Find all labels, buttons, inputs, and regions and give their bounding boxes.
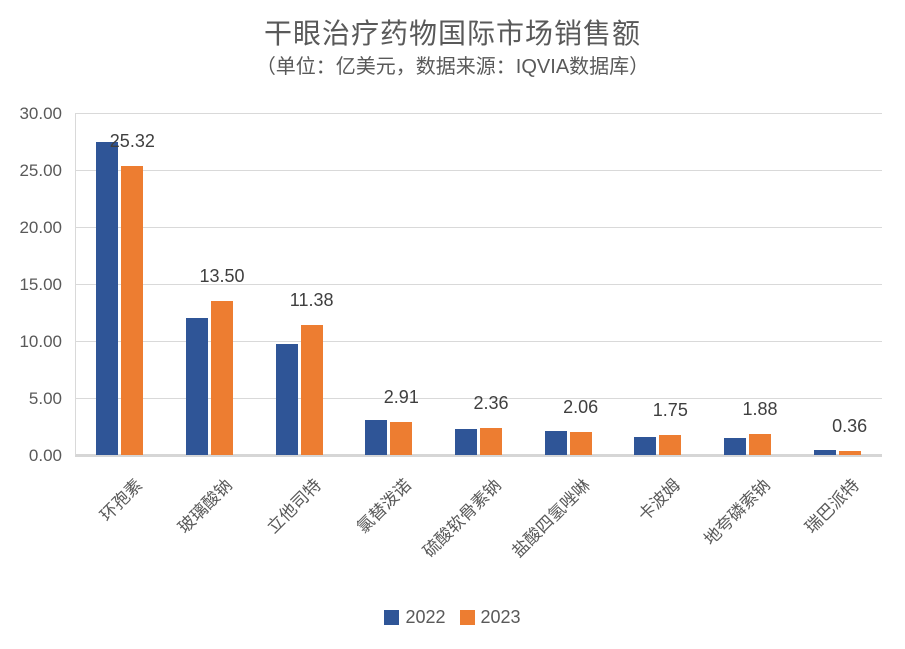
gridline bbox=[75, 170, 882, 171]
x-axis-tick-label: 氯替泼诺 bbox=[353, 475, 415, 538]
gridline bbox=[75, 398, 882, 399]
bar-2022-硫酸软骨素钠 bbox=[455, 428, 477, 455]
x-axis-tick-label: 卡波姆 bbox=[634, 475, 684, 526]
y-axis-tick-label: 30.00 bbox=[19, 104, 62, 123]
chart-subtitle: （单位：亿美元，数据来源：IQVIA数据库） bbox=[255, 56, 650, 78]
bar-2022-环孢素 bbox=[96, 141, 119, 455]
bar-2022-玻璃酸钠 bbox=[186, 318, 208, 455]
bar-2023-卡波姆 bbox=[659, 435, 682, 455]
x-axis-line bbox=[75, 454, 882, 457]
data-label-2023-地夸磷索钠: 1.88 bbox=[742, 398, 778, 419]
data-label-2023-卡波姆: 1.75 bbox=[652, 400, 688, 421]
bar-2022-氯替泼诺 bbox=[365, 419, 388, 455]
data-label-2023-玻璃酸钠: 13.50 bbox=[199, 266, 245, 287]
x-axis-tick-label: 瑞巴派特 bbox=[801, 475, 864, 538]
y-axis-tick-label: 20.00 bbox=[19, 218, 62, 237]
bar-2023-瑞巴派特 bbox=[838, 450, 861, 455]
legend-swatch-2022 bbox=[384, 609, 400, 625]
bar-2023-氯替泼诺 bbox=[390, 421, 413, 455]
data-label-2023-环孢素: 25.32 bbox=[109, 131, 155, 152]
y-axis-tick-label: 5.00 bbox=[28, 389, 62, 408]
legend-label-2022: 2022 bbox=[405, 606, 446, 627]
y-axis-tick-label: 10.00 bbox=[19, 332, 62, 351]
data-label-2023-盐酸四氢唑啉: 2.06 bbox=[563, 396, 599, 417]
x-axis-tick-label: 环孢素 bbox=[96, 475, 146, 526]
legend-label-2023: 2023 bbox=[480, 606, 521, 627]
bar-2022-地夸磷索钠 bbox=[724, 437, 746, 455]
bar-2023-地夸磷索钠 bbox=[749, 433, 771, 455]
gridline bbox=[75, 284, 882, 285]
gridline bbox=[75, 113, 882, 114]
bar-2022-盐酸四氢唑啉 bbox=[544, 431, 567, 455]
y-axis-tick-label: 0.00 bbox=[28, 446, 62, 465]
bar-2022-卡波姆 bbox=[634, 436, 657, 455]
x-axis-tick-label: 玻璃酸钠 bbox=[173, 475, 236, 538]
x-axis-tick-label: 硫酸软骨素钠 bbox=[418, 475, 505, 562]
data-label-2023-硫酸软骨素钠: 2.36 bbox=[473, 393, 509, 414]
x-axis-tick-label: 地夸磷索钠 bbox=[699, 475, 774, 550]
bar-2022-立他司特 bbox=[275, 344, 298, 455]
bar-2023-盐酸四氢唑啉 bbox=[569, 431, 592, 455]
data-label-2023-氯替泼诺: 2.91 bbox=[383, 386, 419, 407]
y-axis-tick-label: 15.00 bbox=[19, 275, 62, 294]
y-axis-line bbox=[75, 113, 76, 455]
bar-2023-立他司特 bbox=[300, 325, 323, 455]
data-label-2023-瑞巴派特: 0.36 bbox=[832, 415, 868, 436]
gridline bbox=[75, 227, 882, 228]
x-axis-tick-label: 盐酸四氢唑啉 bbox=[508, 475, 595, 562]
legend-swatch-2023 bbox=[459, 609, 475, 625]
legend-item-2022: 2022 bbox=[384, 606, 446, 628]
bar-2023-玻璃酸钠 bbox=[211, 301, 233, 455]
chart-title: 干眼治疗药物国际市场销售额 bbox=[263, 18, 641, 49]
data-label-2023-立他司特: 11.38 bbox=[289, 290, 334, 311]
legend-item-2023: 2023 bbox=[459, 606, 521, 628]
bar-2023-环孢素 bbox=[121, 166, 144, 455]
legend: 2022 2023 bbox=[0, 605, 905, 629]
y-axis-tick-label: 25.00 bbox=[19, 161, 62, 180]
gridline bbox=[75, 341, 882, 342]
bar-2022-瑞巴派特 bbox=[813, 449, 836, 455]
x-axis-tick-label: 立他司特 bbox=[263, 475, 326, 538]
bar-2023-硫酸软骨素钠 bbox=[480, 428, 502, 455]
